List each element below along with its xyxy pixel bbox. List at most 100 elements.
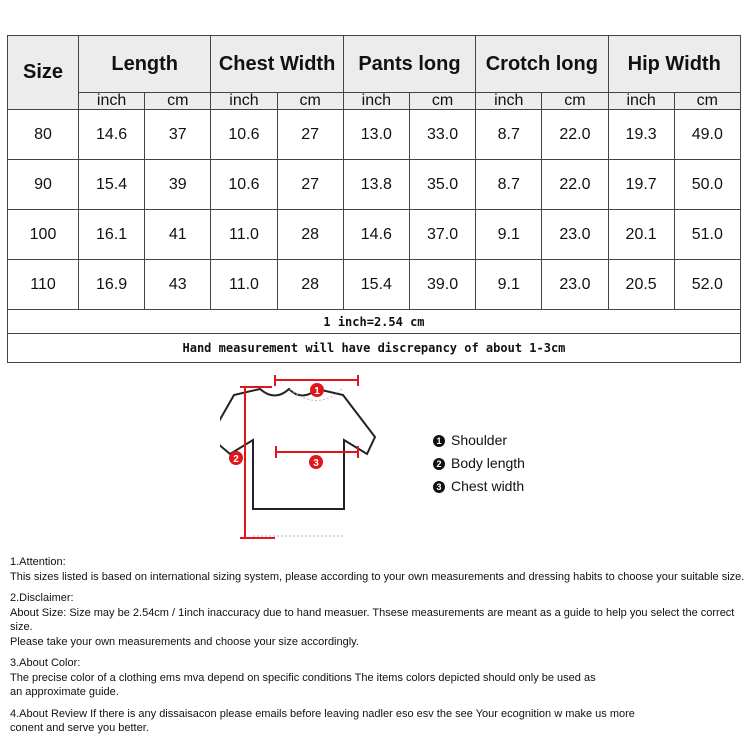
tshirt-measurement-diagram: 1 2 3 [220,375,377,539]
header-pants-long: Pants long [342,35,477,93]
unit-cm: cm [673,92,741,110]
unit-inch: inch [607,92,675,110]
marker-2 [229,451,243,465]
measurement-cell: 11.0 [210,209,278,260]
unit-inch: inch [475,92,543,110]
unit-cm: cm [541,92,609,110]
measurement-cell: 22.0 [541,109,609,160]
measurement-lines [240,375,359,539]
marker-1-label: 1 [314,386,320,397]
measurement-cell: 27 [276,109,344,160]
legend-number-icon: 1 [433,435,445,447]
marker-3 [309,455,323,469]
unit-inch: inch [210,92,278,110]
note-text: This sizes listed is based on internatio… [10,570,745,583]
unit-inch: inch [77,92,146,110]
measurement-cell: 19.7 [607,159,675,210]
legend-shoulder: 1 Shoulder [433,432,507,448]
measurement-cell: 27 [276,159,344,210]
discrepancy-note: Hand measurement will have discrepancy o… [7,333,741,363]
note-title: 3.About Color: [10,657,81,669]
table-row: 100 16.1 41 11.0 28 14.6 37.0 9.1 23.0 20.1 51.0 [7,209,741,260]
legend-number-icon: 2 [433,458,445,470]
measurement-cell: 39.0 [408,259,477,310]
measurement-cell: 9.1 [475,209,543,260]
measurement-cell: 51.0 [673,209,741,260]
measurement-cell: 23.0 [541,209,609,260]
measurement-cell: 9.1 [475,259,543,310]
legend-number-icon: 3 [433,481,445,493]
size-cell: 90 [7,159,79,210]
unit-row: inch cm inch cm inch cm inch cm inch cm [8,92,741,110]
measurement-cell: 52.0 [673,259,741,310]
marker-2-label: 2 [233,454,239,465]
measurement-cell: 20.1 [607,209,675,260]
header-hip-width: Hip Width [607,35,741,93]
measurement-cell: 13.8 [342,159,410,210]
note-text: conent and serve you better. [10,722,149,734]
header-length: Length [77,35,212,93]
measurement-cell: 37 [144,109,212,160]
note-text: About Size: Size may be 2.54cm / 1inch i… [10,606,735,634]
measurement-cell: 13.0 [342,109,410,160]
measurement-cell: 10.6 [210,109,278,160]
note-item: 3.About Color: The precise color of a clo… [10,656,750,700]
measurement-cell: 14.6 [342,209,410,260]
note-text: 4.About Review If there is any dissaisac… [10,707,635,720]
measurement-cell: 20.5 [607,259,675,310]
measurement-cell: 8.7 [475,159,543,210]
table-row: 80 14.6 37 10.6 27 13.0 33.0 8.7 22.0 19.3 49.0 [7,109,741,160]
measurement-cell: 43 [144,259,212,310]
measurement-cell: 16.1 [77,209,146,260]
measurement-cell: 23.0 [541,259,609,310]
measurement-cell: 15.4 [77,159,146,210]
note-text: Please take your own measurements and ch… [10,635,359,648]
measurement-cell: 16.9 [77,259,146,310]
unit-cm: cm [408,92,477,110]
measurement-cell: 8.7 [475,109,543,160]
marker-1 [310,383,324,397]
measurement-cell: 49.0 [673,109,741,160]
unit-cm: cm [276,92,344,110]
measurement-cell: 19.3 [607,109,675,160]
conversion-note: 1 inch=2.54 cm [7,309,741,334]
note-text: The precise color of a clothing ems mva … [10,671,596,684]
legend-body-length: 2 Body length [433,455,525,471]
note-title: 1.Attention: [10,556,66,568]
legend-label: Chest width [451,478,525,494]
header-crotch-long: Crotch long [475,35,609,93]
measurement-cell: 28 [276,209,344,260]
note-item: 2.Disclaimer: About Size: Size may be 2.5… [10,591,750,649]
measurement-cell: 22.0 [541,159,609,210]
measurement-cell: 10.6 [210,159,278,210]
size-chart-table: Size Length Chest Width Pants long Crotc… [7,35,741,363]
measurement-cell: 14.6 [77,109,146,160]
notes-section: 1.Attention: This sizes listed is based o… [10,555,750,743]
note-item: 4.About Review If there is any dissaisac… [10,707,750,736]
legend-chest-width: 3 Chest width [433,478,524,494]
measurement-cell: 50.0 [673,159,741,210]
legend-label: Shoulder [451,432,508,448]
header-chest-width: Chest Width [210,35,344,93]
measurement-cell: 33.0 [408,109,477,160]
marker-3-label: 3 [313,458,319,469]
measurement-cell: 37.0 [408,209,477,260]
measurement-cell: 11.0 [210,259,278,310]
legend-label: Body length [451,455,525,471]
note-item: 1.Attention: This sizes listed is based o… [10,555,750,584]
note-text: an approximate guide. [10,686,119,698]
size-cell: 100 [7,209,79,260]
measurement-cell: 35.0 [408,159,477,210]
table-row: 90 15.4 39 10.6 27 13.8 35.0 8.7 22.0 19.7 50.0 [7,159,741,210]
measurement-cell: 39 [144,159,212,210]
unit-cm: cm [144,92,212,110]
size-cell: 80 [7,109,79,160]
note-title: 2.Disclaimer: [10,592,74,604]
measurement-cell: 41 [144,209,212,260]
header-size: Size [7,35,79,110]
header-row: Size Length Chest Width Pants long Crotc… [7,35,741,110]
size-cell: 110 [7,259,79,310]
measurement-cell: 28 [276,259,344,310]
unit-inch: inch [342,92,410,110]
tshirt-outline-icon [220,387,377,537]
